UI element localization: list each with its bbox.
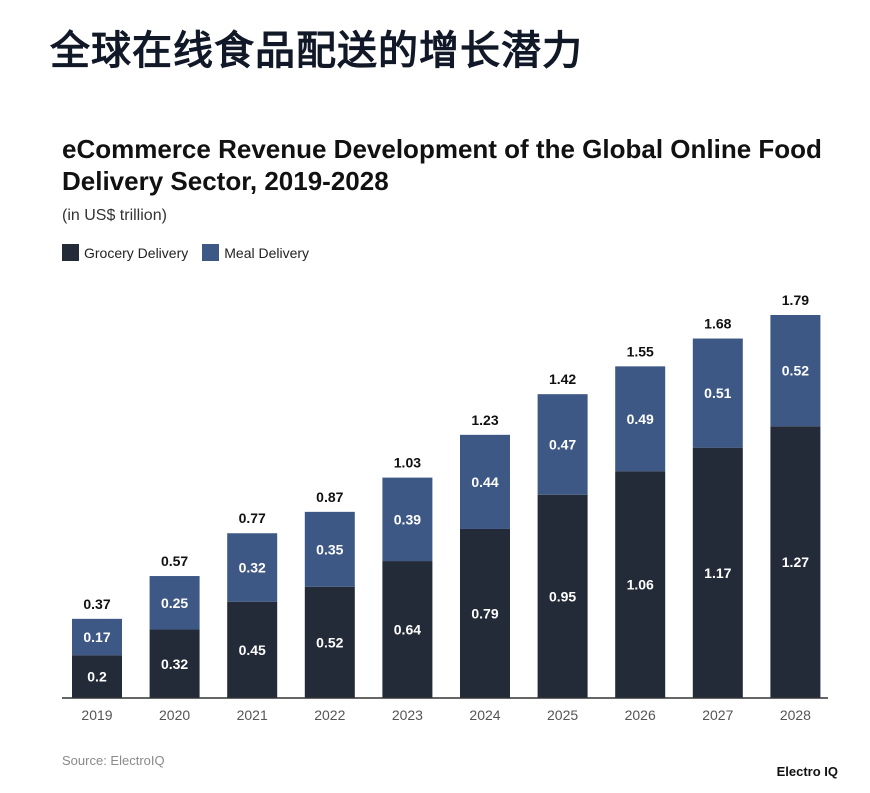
bar-grocery-2019 — [72, 655, 122, 698]
total-label-2019: 0.37 — [83, 596, 110, 612]
x-tick-label-2025: 2025 — [547, 707, 578, 723]
value-label-meal-2022: 0.35 — [316, 541, 343, 557]
total-label-2028: 1.79 — [782, 292, 809, 308]
value-label-grocery-2027: 1.17 — [704, 565, 731, 581]
legend-label-grocery: Grocery Delivery — [84, 244, 189, 261]
headline: 全球在线食品配送的增长潜力 — [50, 28, 583, 74]
legend-label-meal: Meal Delivery — [224, 244, 310, 261]
chart-title: eCommerce Revenue Development of the Glo… — [62, 134, 822, 196]
total-label-2020: 0.57 — [161, 553, 188, 569]
bar-meal-2023 — [382, 477, 433, 562]
legend-item-grocery: Grocery Delivery — [62, 244, 188, 261]
bar-meal-2028 — [770, 315, 821, 427]
x-tick-label-2028: 2028 — [780, 707, 811, 723]
chart-subtitle: (in US$ trillion) — [62, 207, 167, 224]
value-label-grocery-2021: 0.45 — [239, 642, 266, 658]
total-label-2023: 1.03 — [394, 455, 421, 471]
total-label-2025: 1.42 — [549, 371, 576, 387]
bar-meal-2022 — [304, 511, 355, 587]
x-tick-label-2024: 2024 — [469, 707, 500, 723]
legend-swatch-grocery — [62, 244, 79, 261]
bar-meal-2020 — [149, 576, 200, 630]
brand-logo-text: Electro IQ — [776, 764, 838, 779]
total-label-2021: 0.77 — [239, 510, 266, 526]
x-tick-label-2027: 2027 — [702, 707, 733, 723]
total-label-2024: 1.23 — [471, 412, 498, 428]
value-label-meal-2020: 0.25 — [161, 595, 188, 611]
bar-grocery-2027 — [692, 447, 743, 698]
value-label-meal-2023: 0.39 — [394, 511, 421, 527]
legend-item-meal: Meal Delivery — [202, 244, 309, 261]
value-label-grocery-2028: 1.27 — [782, 554, 809, 570]
x-tick-label-2022: 2022 — [314, 707, 345, 723]
value-label-meal-2027: 0.51 — [704, 385, 731, 401]
bar-grocery-2022 — [304, 586, 355, 698]
bar-grocery-2021 — [227, 601, 278, 698]
legend: Grocery Delivery Meal Delivery — [62, 244, 323, 261]
x-tick-label-2023: 2023 — [392, 707, 423, 723]
bar-grocery-2020 — [149, 629, 200, 698]
bar-meal-2027 — [692, 338, 743, 448]
bar-meal-2021 — [227, 533, 278, 602]
total-label-2026: 1.55 — [627, 343, 654, 359]
bar-meal-2024 — [460, 434, 510, 529]
bar-grocery-2024 — [460, 528, 510, 698]
value-label-meal-2026: 0.49 — [627, 411, 654, 427]
x-tick-label-2020: 2020 — [159, 707, 190, 723]
value-label-grocery-2026: 1.06 — [627, 577, 654, 593]
value-label-meal-2025: 0.47 — [549, 436, 576, 452]
value-label-grocery-2024: 0.79 — [471, 605, 498, 621]
total-label-2027: 1.68 — [704, 316, 731, 332]
value-label-grocery-2022: 0.52 — [316, 634, 343, 650]
bar-grocery-2028 — [770, 426, 821, 698]
value-label-grocery-2020: 0.32 — [161, 656, 188, 672]
x-tick-label-2019: 2019 — [81, 707, 112, 723]
value-label-meal-2024: 0.44 — [471, 474, 498, 490]
value-label-meal-2019: 0.17 — [83, 629, 110, 645]
bar-meal-2026 — [615, 366, 666, 472]
total-label-2022: 0.87 — [316, 489, 343, 505]
source-note: Source: ElectroIQ — [62, 753, 165, 768]
bar-meal-2019 — [72, 618, 122, 656]
value-label-grocery-2025: 0.95 — [549, 588, 576, 604]
bar-grocery-2026 — [615, 471, 666, 698]
bar-meal-2025 — [537, 394, 588, 495]
value-label-grocery-2019: 0.2 — [87, 669, 107, 685]
bar-grocery-2023 — [382, 561, 433, 698]
bar-grocery-2025 — [537, 494, 588, 698]
x-tick-label-2026: 2026 — [625, 707, 656, 723]
value-label-grocery-2023: 0.64 — [394, 622, 421, 638]
value-label-meal-2028: 0.52 — [782, 363, 809, 379]
legend-swatch-meal — [202, 244, 220, 261]
value-label-meal-2021: 0.32 — [239, 559, 266, 575]
x-tick-label-2021: 2021 — [237, 707, 268, 723]
